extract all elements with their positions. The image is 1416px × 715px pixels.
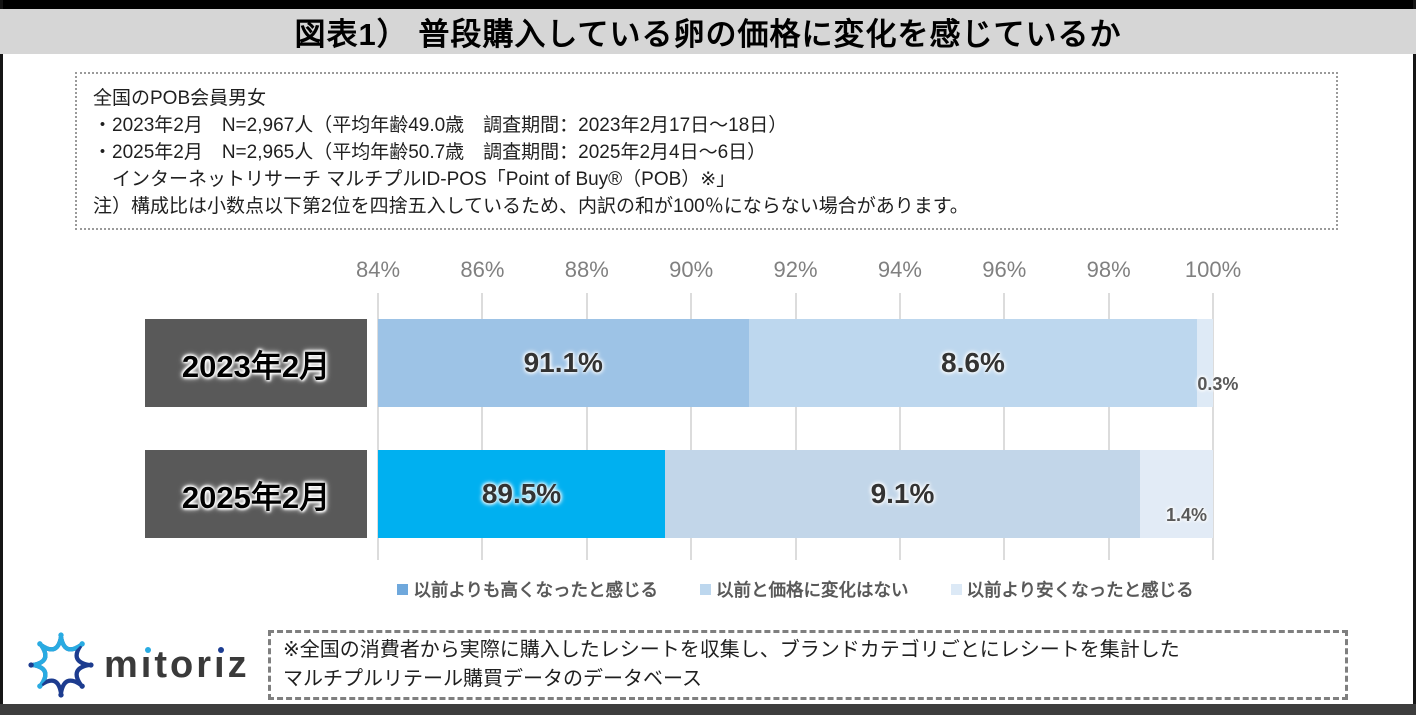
survey-info-box: 全国のPOB会員男女 ・2023年2月 N=2,967人（平均年齢49.0歳 調… [75, 72, 1338, 230]
bar-segment [1197, 319, 1213, 407]
legend-swatch-icon [950, 583, 962, 595]
mitoriz-logo-text: mıtorız [104, 644, 250, 686]
axis-tick-label: 96% [982, 257, 1027, 282]
bottom-border-bar [0, 704, 1416, 715]
bar-2025年2月: 89.5% 9.1% 1.4% [378, 450, 1213, 538]
footnote-box: ※全国の消費者から実際に購入したレシートを収集し、ブランドカテゴリごとにレシート… [268, 630, 1348, 700]
gridline [794, 293, 797, 560]
axis-tick-label: 90% [669, 257, 714, 282]
bar-value-label: 8.6% [941, 347, 1005, 378]
bar-segment: 89.5% [378, 450, 666, 538]
bar-value-label: 0.3% [1197, 374, 1239, 394]
gridline [377, 293, 379, 560]
bar-value-label: 1.4% [1165, 505, 1207, 525]
gridline [481, 293, 484, 560]
category-label-2023: 2023年2月 [145, 319, 367, 407]
legend-label: 以前より安くなったと感じる [966, 579, 1194, 600]
top-border-bar [0, 0, 1416, 9]
axis-tick-label: 94% [877, 257, 922, 282]
header-band: 図表1） 普段購入している卵の価格に変化を感じているか [0, 9, 1416, 54]
axis-tick-label: 84% [355, 257, 401, 282]
chart-title: 図表1） 普段購入している卵の価格に変化を感じているか [294, 17, 1122, 52]
gridline [690, 293, 693, 560]
left-border [0, 0, 3, 715]
right-border [1413, 0, 1416, 715]
gridline [898, 293, 901, 560]
legend-label: 以前と価格に変化はない [716, 579, 909, 600]
bar-segment: 8.6% [748, 319, 1198, 407]
axis-tick-label: 100% [1184, 257, 1242, 282]
bar-segment: 91.1% [378, 319, 749, 407]
gridline [1212, 293, 1214, 560]
bar-segment [1139, 450, 1213, 538]
category-label-2025: 2025年2月 [145, 450, 367, 538]
bar-value-label: 89.5% [481, 478, 562, 509]
footnote-line: マルチプルリテール購買データのデータベース [283, 668, 702, 690]
survey-info-line: ・2025年2月 N=2,965人（平均年齢50.7歳 調査期間：2025年2月… [93, 142, 767, 163]
plot-area: 84% 86% 88% 90% 92% 94% 96% 98% 100% 91.1% 8.6% 0.3… [356, 257, 1241, 560]
legend-item: 以前より安くなったと感じる [950, 577, 1194, 602]
legend-item: 以前よりも高くなったと感じる [397, 577, 658, 602]
survey-info-line: 全国のPOB会員男女 [93, 88, 267, 109]
gridline [1003, 293, 1006, 560]
survey-info-line: 注）構成比は小数点以下第2位を四捨五入しているため、内訳の和が100％にならない… [93, 196, 969, 217]
gridline [1107, 293, 1110, 560]
legend-swatch-icon [397, 583, 409, 595]
axis-tick-label: 86% [460, 257, 505, 282]
axis-tick-label: 92% [773, 257, 818, 282]
axis-tick-label: 98% [1086, 257, 1131, 282]
survey-info-line: インターネットリサーチ マルチプルID-POS「Point of Buy®（PO… [93, 169, 736, 190]
bar-value-label: 9.1% [870, 478, 935, 509]
legend-item: 以前と価格に変化はない [700, 577, 909, 602]
bar-value-label: 91.1% [523, 347, 603, 378]
survey-info-line: ・2023年2月 N=2,967人（平均年齢49.0歳 調査期間：2023年2月… [93, 115, 788, 136]
axis-tick-label: 88% [564, 257, 609, 282]
footnote-line: ※全国の消費者から実際に購入したレシートを収集し、ブランドカテゴリごとにレシート… [283, 639, 1180, 661]
bar-segment: 9.1% [665, 450, 1140, 538]
bar-2023年2月: 91.1% 8.6% 0.3% [378, 319, 1238, 407]
legend-label: 以前よりも高くなったと感じる [413, 579, 658, 600]
legend: 以前よりも高くなったと感じる 以前と価格に変化はない 以前より安くなったと感じる [378, 576, 1213, 602]
gridline [585, 293, 588, 560]
mitoriz-logo: mıtorız [28, 629, 250, 701]
legend-swatch-icon [700, 583, 711, 595]
mitoriz-logo-icon [28, 632, 94, 698]
